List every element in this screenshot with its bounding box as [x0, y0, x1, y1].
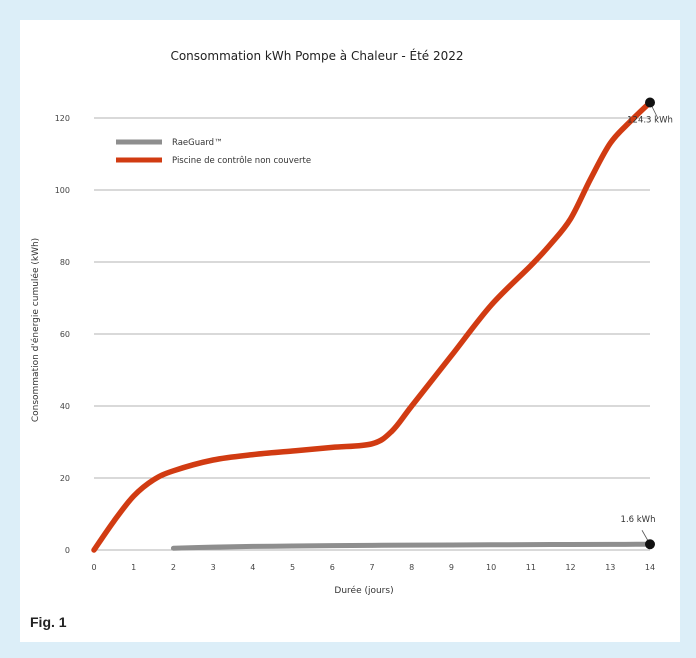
end-point-marker [645, 539, 655, 550]
legend-label: RaeGuard™ [172, 138, 223, 148]
line-chart: Consommation kWh Pompe à Chaleur - Été 2… [30, 48, 673, 596]
legend: RaeGuard™ Piscine de contrôle non couvert… [116, 138, 311, 166]
x-tick-label: 10 [486, 563, 496, 572]
x-tick-label: 0 [91, 563, 96, 572]
x-tick-label: 1 [131, 563, 136, 572]
grid-lines [94, 117, 650, 551]
x-tick-label: 13 [605, 563, 615, 572]
series-line-uncovered [91, 99, 653, 553]
x-tick-label: 11 [526, 563, 536, 572]
x-tick-label: 6 [330, 563, 335, 572]
figure-card: Consommation kWh Pompe à Chaleur - Été 2… [20, 20, 680, 642]
figure-label: Fig. 1 [30, 614, 67, 630]
x-tick-label: 4 [250, 563, 255, 572]
x-axis-label: Durée (jours) [334, 585, 393, 596]
value-annotation: 124.3 kWh [627, 116, 673, 126]
chart-title: Consommation kWh Pompe à Chaleur - Été 2… [170, 48, 463, 63]
y-tick-label: 120 [55, 114, 70, 123]
x-tick-label: 3 [211, 563, 216, 572]
x-tick-label: 8 [409, 563, 414, 572]
x-tick-label: 5 [290, 563, 295, 572]
value-annotation: 1.6 kWh [621, 515, 656, 525]
y-tick-label: 40 [60, 402, 70, 411]
series-lines [91, 99, 653, 553]
y-tick-label: 80 [60, 258, 70, 267]
y-tick-label: 20 [60, 474, 70, 483]
end-point-marker [645, 97, 655, 108]
series-line-raeguard [170, 541, 653, 551]
x-tick-label: 9 [449, 563, 454, 572]
x-tick-label: 12 [565, 563, 575, 572]
end-markers: 124.3 kWh 1.6 kWh [621, 97, 673, 550]
legend-label: Piscine de contrôle non couverte [172, 155, 311, 166]
y-tick-label: 60 [60, 330, 70, 339]
x-tick-label: 14 [645, 563, 655, 572]
y-tick-label: 0 [65, 546, 70, 555]
x-tick-label: 2 [171, 563, 176, 572]
y-tick-label: 100 [55, 186, 70, 195]
x-tick-label: 7 [369, 563, 374, 572]
y-axis-label: Consommation d'énergie cumulée (kWh) [30, 238, 41, 422]
